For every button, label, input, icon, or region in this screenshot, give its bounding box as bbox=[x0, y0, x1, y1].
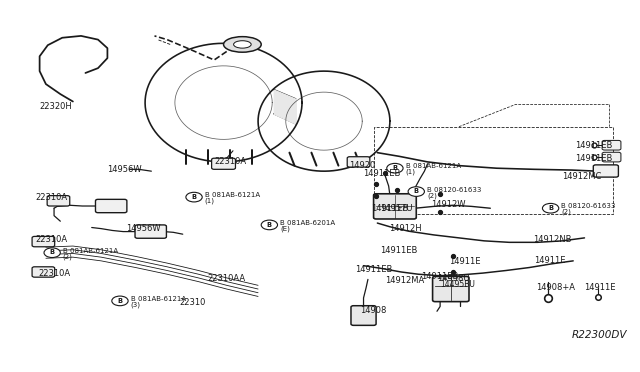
Circle shape bbox=[408, 187, 424, 196]
Text: 14957U: 14957U bbox=[381, 204, 413, 213]
Text: 14911EB: 14911EB bbox=[421, 272, 459, 281]
Text: 14911EB: 14911EB bbox=[575, 141, 612, 150]
Text: 22310A: 22310A bbox=[214, 157, 246, 166]
Text: (1): (1) bbox=[205, 198, 214, 204]
FancyBboxPatch shape bbox=[593, 165, 618, 177]
Circle shape bbox=[112, 296, 128, 306]
FancyBboxPatch shape bbox=[602, 152, 621, 162]
Text: 14912H: 14912H bbox=[388, 224, 421, 233]
Text: 14911EB: 14911EB bbox=[355, 265, 393, 274]
FancyBboxPatch shape bbox=[374, 194, 416, 219]
Text: 14911E: 14911E bbox=[449, 257, 481, 266]
Text: 14956W: 14956W bbox=[108, 165, 142, 174]
Circle shape bbox=[543, 203, 559, 213]
FancyBboxPatch shape bbox=[32, 236, 54, 247]
Text: 22310A: 22310A bbox=[35, 193, 67, 202]
Text: 22310A: 22310A bbox=[38, 269, 70, 278]
FancyBboxPatch shape bbox=[135, 225, 166, 238]
FancyBboxPatch shape bbox=[351, 306, 376, 326]
Text: 14956W: 14956W bbox=[126, 224, 161, 233]
Text: 22320H: 22320H bbox=[40, 102, 72, 111]
Text: (2): (2) bbox=[427, 192, 437, 199]
Text: B 08120-61633: B 08120-61633 bbox=[561, 203, 616, 209]
Text: 14911EB: 14911EB bbox=[575, 154, 612, 163]
Text: B: B bbox=[267, 222, 272, 228]
Text: B 081AB-6121A: B 081AB-6121A bbox=[131, 296, 186, 302]
Circle shape bbox=[387, 163, 403, 173]
Text: (1): (1) bbox=[406, 169, 415, 175]
FancyBboxPatch shape bbox=[433, 276, 469, 302]
Text: 14908: 14908 bbox=[360, 306, 387, 315]
FancyBboxPatch shape bbox=[212, 158, 236, 169]
Text: B 081AB-6121A: B 081AB-6121A bbox=[63, 248, 118, 254]
Text: 22310: 22310 bbox=[180, 298, 206, 307]
Text: (2): (2) bbox=[561, 209, 571, 215]
Text: 14912MA: 14912MA bbox=[385, 276, 424, 285]
Text: B 081AB-6201A: B 081AB-6201A bbox=[280, 220, 335, 226]
Text: 14911EB: 14911EB bbox=[381, 246, 418, 255]
Text: 14958U: 14958U bbox=[437, 274, 470, 283]
Circle shape bbox=[261, 220, 278, 230]
Text: 14912NB: 14912NB bbox=[533, 235, 572, 244]
Text: 14912MC: 14912MC bbox=[563, 172, 602, 181]
Text: 22310AA: 22310AA bbox=[208, 274, 246, 283]
Text: (3): (3) bbox=[131, 301, 141, 308]
Text: 14495BU: 14495BU bbox=[440, 280, 475, 289]
Ellipse shape bbox=[234, 41, 251, 48]
Text: (E): (E) bbox=[280, 225, 290, 232]
Text: B 081AB-6121A: B 081AB-6121A bbox=[406, 163, 461, 169]
Text: B: B bbox=[191, 194, 196, 200]
Text: B 08120-61633: B 08120-61633 bbox=[427, 187, 481, 193]
Text: B: B bbox=[548, 205, 553, 211]
Text: B: B bbox=[414, 188, 419, 194]
Text: (2): (2) bbox=[63, 253, 73, 260]
Text: B: B bbox=[392, 165, 397, 171]
Text: 14912W: 14912W bbox=[431, 200, 465, 209]
Text: B 081AB-6121A: B 081AB-6121A bbox=[205, 192, 260, 198]
Text: 14908+A: 14908+A bbox=[536, 283, 575, 292]
Circle shape bbox=[186, 192, 202, 202]
Text: R22300DV: R22300DV bbox=[572, 330, 627, 340]
Text: 14911EB: 14911EB bbox=[364, 169, 401, 177]
FancyBboxPatch shape bbox=[32, 267, 54, 277]
Text: 14920: 14920 bbox=[349, 161, 375, 170]
Text: 22310A: 22310A bbox=[35, 235, 67, 244]
Ellipse shape bbox=[223, 37, 261, 52]
Text: 14911E: 14911E bbox=[534, 256, 566, 264]
Text: 14911EB: 14911EB bbox=[371, 204, 408, 213]
FancyBboxPatch shape bbox=[602, 140, 621, 150]
FancyBboxPatch shape bbox=[348, 157, 370, 167]
FancyBboxPatch shape bbox=[47, 196, 70, 206]
FancyBboxPatch shape bbox=[95, 199, 127, 213]
Text: B: B bbox=[118, 298, 122, 304]
Circle shape bbox=[44, 248, 60, 257]
Text: 14911E: 14911E bbox=[584, 283, 616, 292]
Text: B: B bbox=[50, 249, 54, 255]
